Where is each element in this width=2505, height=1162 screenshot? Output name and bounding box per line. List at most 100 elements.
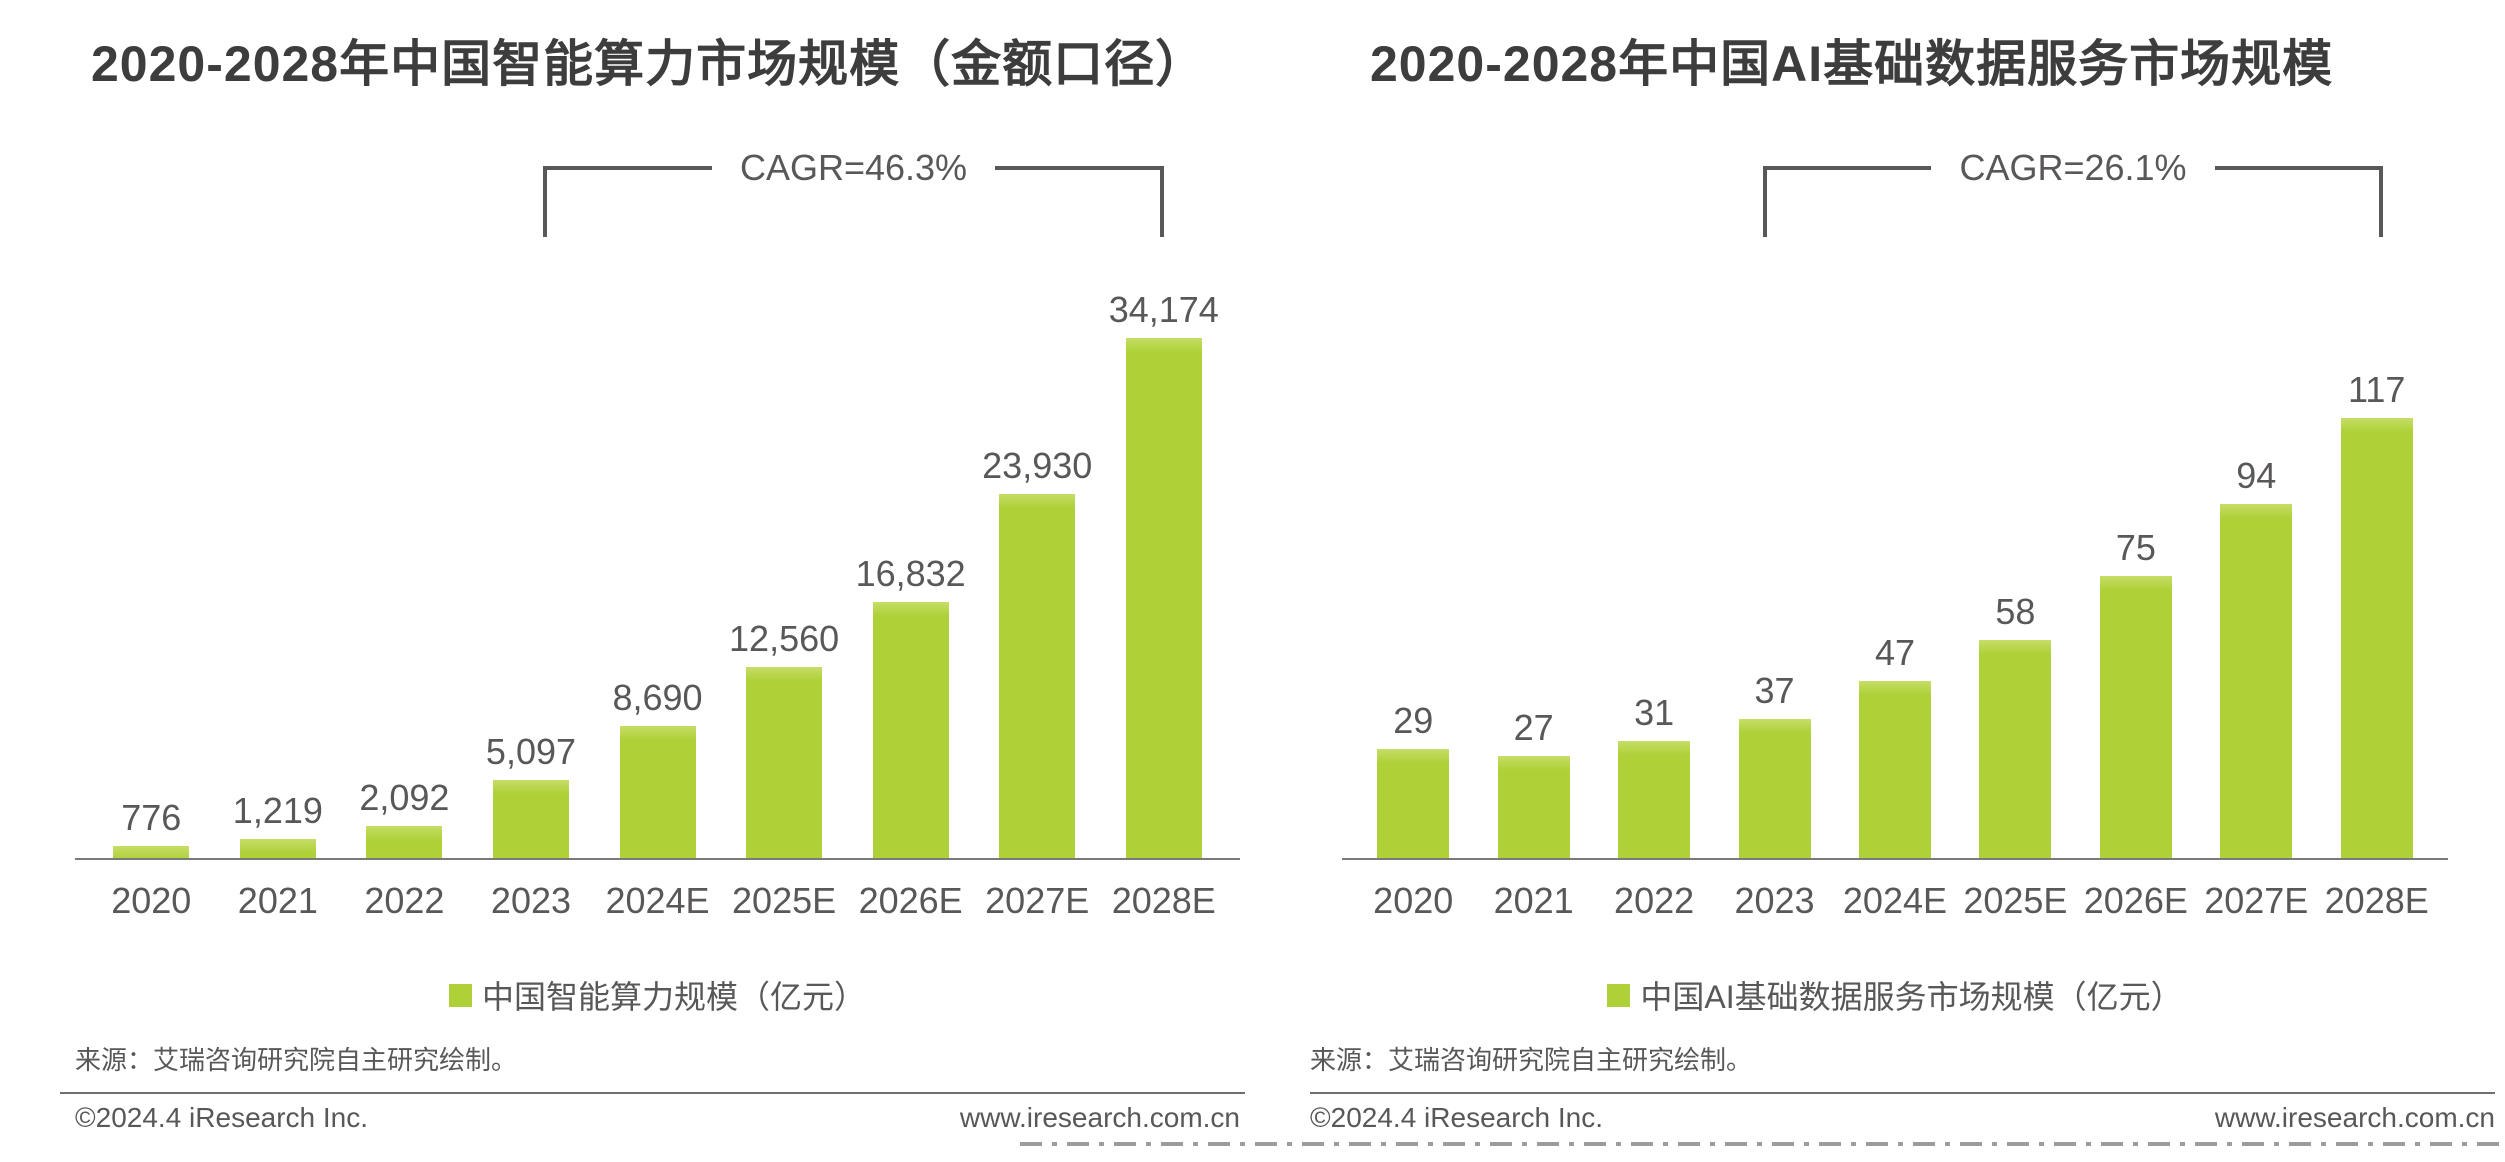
bar-group: 27 — [1473, 706, 1593, 858]
page-bottom-dashed-divider — [1020, 1142, 2505, 1146]
x-axis-label: 2020 — [1373, 880, 1454, 921]
bracket-right-line — [995, 166, 1161, 170]
x-axis-label: 2023 — [490, 880, 572, 921]
bar-group: 117 — [2317, 368, 2437, 858]
bar-value-label: 2,092 — [359, 777, 450, 818]
bar — [113, 846, 190, 858]
x-axis-label: 2026E — [858, 880, 963, 921]
bar-group: 31 — [1594, 691, 1714, 858]
legend-label: 中国AI基础数据服务市场规模（亿元） — [1640, 979, 2183, 1015]
page-footer: ©2024.4 iResearch Inc. www.iresearch.com… — [75, 1102, 1240, 1134]
footer-rule — [1310, 1092, 2495, 1094]
cagr-label: CAGR=46.3% — [739, 147, 968, 188]
plot-area: 29 27 31 37 47 58 75 94 117 — [1342, 360, 2448, 860]
bar-value-label: 31 — [1634, 692, 1675, 733]
website-text: www.iresearch.com.cn — [959, 1102, 1240, 1133]
x-axis-label: 2025E — [1963, 880, 2068, 921]
bracket-left-line — [1767, 166, 1932, 170]
bar-value-label: 117 — [2348, 369, 2406, 410]
source-note: 来源：艾瑞咨询研究院自主研究绘制。 — [75, 1045, 518, 1075]
bar-group: 58 — [1955, 590, 2075, 858]
report-page-left: 2020-2028年中国智能算力市场规模（金额口径） CAGR=46.3% 77… — [60, 36, 1245, 1134]
bar — [872, 602, 949, 858]
bracket-right-line — [2214, 166, 2380, 170]
bar-group: 34,174 — [1101, 288, 1228, 858]
bar — [2340, 418, 2413, 858]
bar-value-label: 776 — [121, 797, 182, 838]
copyright-text: ©2024.4 iResearch Inc. — [1310, 1102, 1604, 1133]
bar — [1377, 749, 1450, 858]
bar-group: 776 — [88, 796, 215, 858]
x-axis-label: 2027E — [985, 880, 1090, 921]
footer-rule — [60, 1092, 1245, 1094]
bracket-left-line — [547, 166, 712, 170]
legend-label: 中国智能算力规模（亿元） — [481, 979, 866, 1015]
bar — [492, 780, 569, 858]
bar-value-label: 23,930 — [982, 445, 1093, 486]
bar — [1738, 719, 1811, 858]
x-axis-label: 2021 — [237, 880, 318, 921]
legend: 中国智能算力规模（亿元） — [75, 972, 1240, 1018]
bar-value-label: 27 — [1513, 707, 1554, 748]
bar-group: 37 — [1714, 669, 1834, 858]
cagr-bracket: CAGR=46.3% — [543, 146, 1165, 246]
bar-value-label: 37 — [1754, 670, 1795, 711]
report-page-right: 2020-2028年中国AI基础数据服务市场规模 CAGR=26.1% 29 27… — [1280, 0, 2505, 1162]
bar-group: 75 — [2076, 526, 2196, 858]
bar — [2220, 504, 2293, 858]
x-axis-label: 2024E — [605, 880, 710, 921]
cagr-bracket: CAGR=26.1% — [1763, 146, 2384, 246]
website-text: www.iresearch.com.cn — [2214, 1102, 2495, 1133]
bar-group: 29 — [1353, 699, 1473, 858]
bar — [239, 839, 316, 858]
bar-chart: 29 27 31 37 47 58 75 94 117 2020 2021 2022 2023 2024… — [1342, 360, 2448, 922]
bar-group: 12,560 — [721, 617, 848, 858]
x-axis-label: 2025E — [732, 880, 837, 921]
x-axis-label: 2022 — [1614, 880, 1695, 921]
legend-swatch-icon — [1607, 983, 1631, 1007]
bar — [1125, 338, 1202, 858]
bar — [619, 726, 696, 858]
bar-group: 5,097 — [468, 730, 595, 858]
x-axis-label: 2028E — [1111, 880, 1216, 921]
source-note: 来源：艾瑞咨询研究院自主研究绘制。 — [1310, 1045, 1753, 1075]
x-axis: 2020 2021 2022 2023 2024E 2025E 2026E 2027E 2028… — [1342, 860, 2448, 922]
bar-value-label: 8,690 — [612, 677, 703, 718]
bar — [2099, 576, 2172, 858]
bar-group: 23,930 — [974, 444, 1101, 858]
bracket-right-tick — [2379, 166, 2384, 237]
page-title: 2020-2028年中国智能算力市场规模（金额口径） — [91, 36, 1207, 92]
bar-value-label: 58 — [1995, 591, 2036, 632]
bar-value-label: 16,832 — [855, 553, 966, 594]
bracket-left-tick — [1763, 166, 1767, 237]
x-axis-label: 2021 — [1493, 880, 1574, 921]
x-axis-label: 2023 — [1734, 880, 1815, 921]
bar — [1858, 681, 1931, 858]
copyright-text: ©2024.4 iResearch Inc. — [75, 1102, 369, 1133]
x-axis-label: 2026E — [2083, 880, 2188, 921]
x-axis-label: 2022 — [364, 880, 445, 921]
bar-value-label: 34,174 — [1108, 289, 1219, 330]
page-title: 2020-2028年中国AI基础数据服务市场规模 — [1370, 36, 2334, 92]
bar — [366, 826, 443, 858]
x-axis-label: 2028E — [2324, 880, 2429, 921]
bar — [746, 667, 823, 858]
page-footer: ©2024.4 iResearch Inc. www.iresearch.com… — [1310, 1102, 2495, 1134]
bar-chart: 776 1,219 2,092 5,097 8,690 12,560 16,832 23,93… — [75, 288, 1240, 922]
bar-value-label: 5,097 — [485, 731, 577, 772]
bar-group: 2,092 — [341, 776, 468, 858]
bar — [1497, 756, 1570, 858]
bar-group: 1,219 — [215, 789, 342, 858]
bar-value-label: 12,560 — [729, 618, 840, 659]
bar-group: 47 — [1835, 631, 1955, 858]
bar-value-label: 29 — [1393, 700, 1434, 741]
bar — [999, 494, 1076, 858]
bar — [1618, 741, 1691, 858]
cagr-label: CAGR=26.1% — [1959, 147, 2187, 188]
bar-value-label: 75 — [2115, 527, 2156, 568]
bar-value-label: 94 — [2236, 455, 2277, 496]
legend-swatch-icon — [448, 983, 472, 1007]
bar — [1979, 640, 2052, 858]
bar-group: 16,832 — [847, 552, 974, 858]
x-axis-label: 2024E — [1842, 880, 1948, 921]
